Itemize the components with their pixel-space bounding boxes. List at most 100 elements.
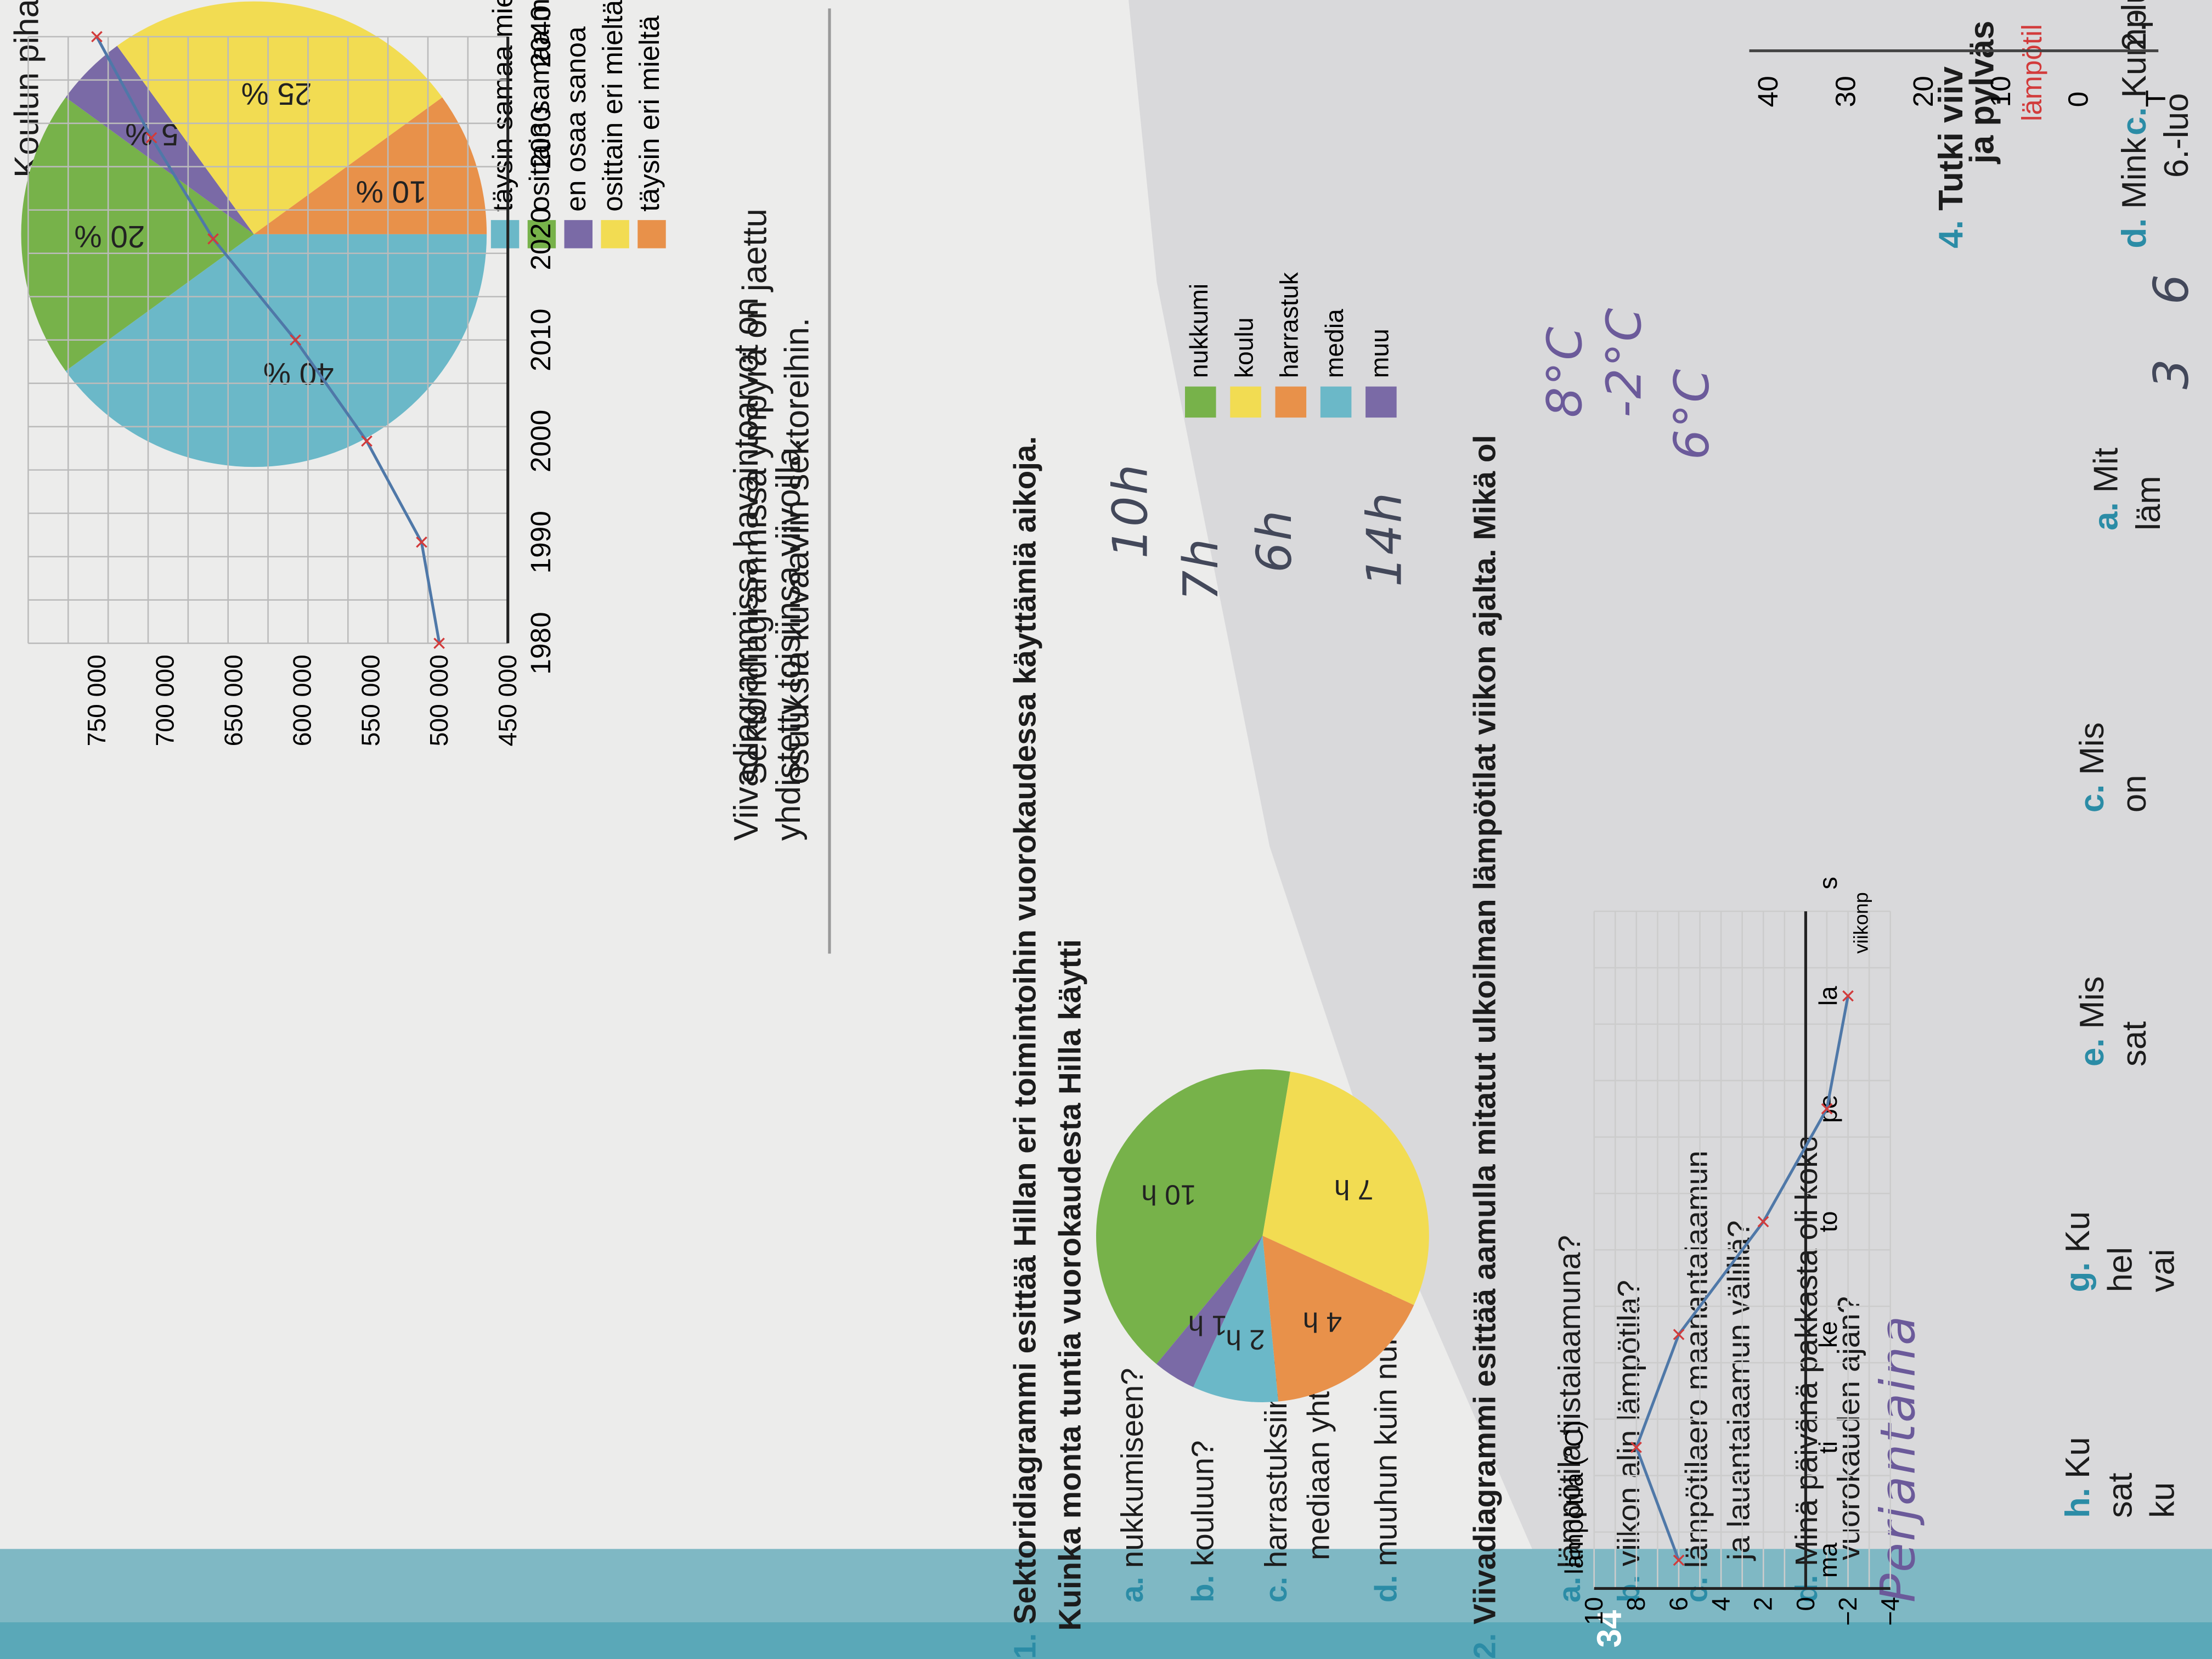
rp-item-h2: sat — [2102, 1472, 2140, 1518]
temp-y-tick: 8 — [1622, 1597, 1650, 1611]
ex2-number: 2. — [1467, 1633, 1503, 1659]
y-tick-label: 450 000 — [493, 654, 522, 746]
x-tick-label: 1980 — [524, 612, 556, 674]
x-tick-label: 2040 — [524, 5, 556, 68]
y-tick-label: 600 000 — [287, 654, 316, 746]
data-point: × — [199, 232, 227, 246]
population-line — [95, 36, 441, 644]
ex2-answer: 8°C — [1537, 325, 1594, 418]
y-tick-label: 500 000 — [425, 654, 453, 746]
hilla-legend-item: nukkumi — [1185, 284, 1217, 418]
rp-item-c: c. Mis — [2073, 722, 2112, 813]
x-tick-label: 2010 — [524, 309, 556, 371]
opinion-legend-item: osittain eri mieltä — [598, 0, 630, 249]
y-tick-label: 700 000 — [151, 654, 179, 746]
ex2-title-text: Viivadiagrammi esittää aamulla mitatut u… — [1467, 435, 1503, 1625]
data-point: × — [352, 433, 381, 448]
data-point: × — [407, 535, 436, 550]
rp-item-g: g. Ku — [2059, 1211, 2098, 1293]
y-tick-label: 550 000 — [356, 654, 385, 746]
temp-point: × — [1622, 1440, 1650, 1455]
temp-xunit: viikonp — [1850, 892, 1872, 953]
rp-item-h3: ku — [2144, 1482, 2182, 1518]
opinion-pie-label-4: 10 % — [356, 175, 427, 210]
temp-y-tick: 10 — [1579, 1597, 1608, 1625]
data-point: × — [137, 131, 166, 145]
hilla-pie-label-1: 7 h — [1334, 1174, 1373, 1206]
temp-y-tick: 6 — [1664, 1597, 1692, 1611]
temp-x-tick: ti — [1814, 1441, 1842, 1454]
temp-ylabel: lämpötila (°C) — [1560, 1420, 1588, 1575]
ex1-item: b. kouluun? — [1184, 1440, 1221, 1603]
rp-answer-1: 6 — [2144, 273, 2201, 305]
hilla-legend-item: harrastuk — [1276, 272, 1307, 418]
temp-x-tick: ma — [1814, 1543, 1842, 1578]
ex1-title-text: Sektoridiagrammi esittää Hillan eri toim… — [1007, 436, 1043, 1625]
temp-point: × — [1812, 1102, 1841, 1116]
opinion-pie-slice-1 — [21, 97, 254, 371]
temp-x-tick: to — [1814, 1211, 1842, 1233]
temp-y-tick: 2 — [1749, 1597, 1778, 1611]
hilla-legend-item: media — [1321, 309, 1352, 418]
legend-swatch — [637, 220, 665, 249]
opinion-pie-label-1: 20 % — [74, 219, 145, 254]
rp-axis-tick: T — [2140, 90, 2171, 107]
opinion-pie-slice-0 — [65, 234, 487, 467]
temp-point: × — [1833, 989, 1862, 1003]
temp-y-tick: −2 — [1833, 1597, 1862, 1626]
temp-y-tick: −4 — [1876, 1597, 1904, 1626]
rp-item-e: e. Mis — [2073, 976, 2112, 1066]
x-tick-label: 2020 — [524, 207, 556, 270]
x-tick-label: 2000 — [524, 410, 556, 472]
hilla-pie-chart: 10 h 7 h 4 h 2 h1 h — [1096, 1069, 1429, 1402]
rp-item-4: d. Mink — [2116, 137, 2154, 249]
temp-point: × — [1664, 1327, 1692, 1342]
hilla-legend-item: muu — [1365, 329, 1397, 418]
data-point: × — [281, 332, 309, 347]
rp-answer-2: 3 — [2144, 357, 2201, 390]
hilla-legend-item: koulu — [1230, 317, 1262, 418]
legend-label: täysin eri mieltä — [635, 15, 666, 212]
y-tick-label: 750 000 — [82, 654, 111, 746]
opinion-legend-item: täysin eri mieltä — [635, 15, 667, 249]
y-tick-label: 650 000 — [219, 654, 248, 746]
hilla-pie-label-4: 1 h — [1188, 1310, 1227, 1341]
ex1-title: 1. Sektoridiagrammi esittää Hillan eri t… — [1007, 436, 1044, 1659]
rp-axis-tick: 40 — [1752, 76, 1784, 107]
rp-item-g3: vai — [2144, 1249, 2182, 1293]
ex1-answer: 10h — [1103, 462, 1160, 559]
rp-axis-tick: 0 — [2062, 92, 2094, 108]
opinion-pie-slice-2 — [65, 46, 254, 234]
temp-y-tick: 0 — [1791, 1597, 1820, 1611]
temp-x-tick: ke — [1814, 1321, 1842, 1348]
x-tick-label: 1990 — [524, 511, 556, 573]
ex2-answer: -2°C — [1596, 306, 1654, 418]
rp-item-a: a. Mit — [2087, 447, 2126, 531]
temp-line — [1635, 995, 1850, 1561]
opinion-pie-slice-3 — [117, 1, 443, 234]
ex2-title: 2. Viivadiagrammi esittää aamulla mitatu… — [1467, 435, 1504, 1659]
rp-axis-tick: 10 — [1984, 76, 2016, 107]
note-line-line2: yhdistetty toisiinsa viivoilla. — [770, 438, 809, 841]
temp-point: × — [1664, 1553, 1692, 1567]
rp-item-c2: on — [2116, 775, 2154, 813]
legend-swatch — [600, 220, 629, 249]
hilla-pie-slice-1 — [1262, 1071, 1429, 1305]
ex2-answer: 6°C — [1664, 368, 1722, 460]
temp-x-tick: la — [1814, 986, 1842, 1006]
hilla-pie-slice-0 — [1096, 1069, 1291, 1364]
rp-axis: 40 30 20 10 0 T — [1749, 49, 2171, 108]
rp-axis-tick: 20 — [1907, 76, 1939, 107]
page-number-strip — [0, 1622, 2212, 1659]
hilla-pie-label-2: 4 h — [1303, 1306, 1342, 1338]
legend-label: osittain eri mieltä — [598, 0, 629, 212]
x-tick-label: 2030 — [524, 106, 556, 169]
note-line-line1: Viivadiagrammissa havaintoarvot on — [727, 297, 766, 841]
rp-item-e2: sat — [2116, 1021, 2154, 1066]
hilla-pie-slice-3 — [1193, 1235, 1278, 1402]
hilla-pie-slice-4 — [1156, 1235, 1263, 1387]
